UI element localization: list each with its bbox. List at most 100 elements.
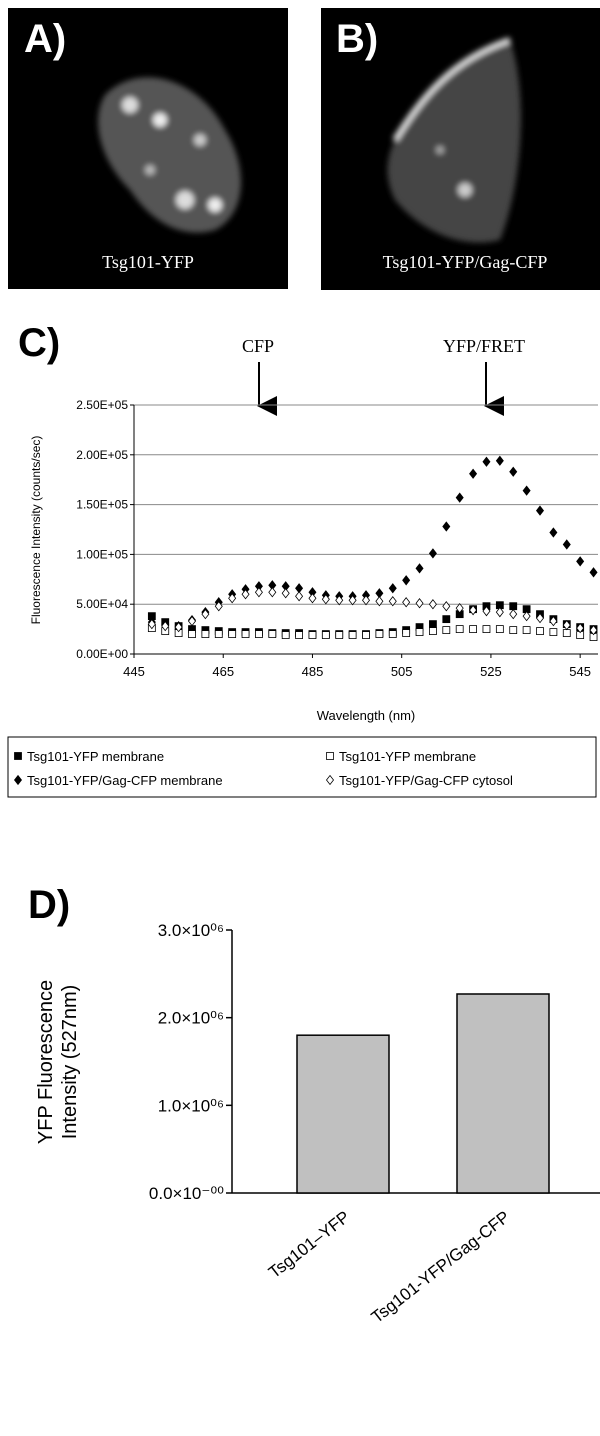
marker	[348, 631, 357, 639]
marker	[402, 629, 411, 637]
marker	[455, 603, 464, 614]
x-axis-title: Wavelength (nm)	[317, 708, 416, 723]
y-tick-label: 3.0×10⁰⁶	[158, 921, 224, 940]
marker	[375, 630, 384, 638]
panel-letter: C)	[18, 321, 60, 365]
marker	[295, 631, 303, 639]
marker	[415, 628, 424, 636]
marker	[442, 601, 451, 612]
y-tick-label: 2.0×10⁰⁶	[158, 1009, 224, 1028]
marker	[482, 456, 491, 467]
marker	[442, 626, 451, 634]
marker	[214, 601, 223, 612]
marker	[228, 630, 237, 638]
y-tick-label: 1.0×10⁰⁶	[158, 1096, 224, 1115]
marker	[522, 611, 531, 622]
x-tick-label: 545	[569, 664, 591, 679]
y-tick-label: 5.00E+04	[76, 597, 128, 611]
marker	[335, 595, 344, 606]
marker	[228, 593, 237, 604]
x-tick-label: 445	[123, 664, 145, 679]
y-tick-label: 1.00E+05	[76, 547, 128, 561]
marker	[187, 615, 197, 627]
marker	[428, 599, 437, 610]
bar	[456, 993, 550, 1194]
marker	[576, 556, 585, 567]
marker	[402, 575, 411, 586]
marker	[562, 539, 571, 550]
marker	[375, 596, 384, 607]
legend-label: Tsg101-YFP/Gag-CFP membrane	[27, 773, 223, 788]
marker	[455, 492, 464, 503]
marker	[495, 455, 504, 466]
legend-label: Tsg101-YFP membrane	[339, 749, 476, 764]
legend-label: Tsg101-YFP/Gag-CFP cytosol	[339, 773, 513, 788]
annotation: YFP/FRET	[443, 336, 525, 356]
legend-marker	[325, 774, 335, 786]
marker	[161, 620, 170, 632]
marker	[335, 631, 344, 639]
marker	[147, 618, 156, 630]
panel-letter: B)	[336, 17, 378, 61]
marker	[241, 630, 250, 638]
cell-b	[387, 37, 521, 243]
marker	[214, 630, 223, 638]
y-axis-title: Fluorescence Intensity (counts/sec)	[29, 436, 43, 625]
y-tick-label: 1.50E+05	[76, 498, 128, 512]
marker	[549, 628, 558, 636]
marker	[509, 609, 518, 620]
bar	[296, 1034, 390, 1194]
x-tick-label: Tsg101-YFP/Gag-CFP	[368, 1207, 514, 1327]
marker	[522, 626, 531, 634]
panel-letter: A)	[24, 17, 66, 61]
marker	[469, 625, 477, 633]
marker	[281, 588, 290, 599]
marker	[321, 631, 330, 639]
y-axis-title: Intensity (527nm)	[59, 985, 81, 1140]
marker	[442, 521, 451, 532]
marker	[254, 587, 263, 598]
marker	[522, 485, 531, 496]
marker	[281, 631, 290, 639]
marker	[455, 625, 464, 633]
y-axis-title: YFP Fluorescence	[35, 980, 57, 1144]
marker	[174, 621, 183, 633]
panel-letter: D)	[28, 883, 70, 927]
y-tick-label: 2.00E+05	[76, 448, 128, 462]
marker	[428, 548, 437, 559]
x-tick-label: 525	[480, 664, 502, 679]
legend-marker	[326, 752, 334, 760]
marker	[308, 593, 317, 604]
marker	[308, 631, 317, 639]
marker	[495, 607, 504, 618]
y-tick-label: 2.50E+05	[76, 398, 128, 412]
y-tick-label: 0.00E+00	[76, 647, 128, 661]
legend-marker	[13, 774, 23, 786]
marker	[589, 624, 598, 636]
marker	[482, 625, 491, 633]
cell-a	[98, 77, 242, 233]
marker	[201, 609, 210, 620]
x-tick-label: 465	[212, 664, 234, 679]
x-tick-label: 485	[302, 664, 324, 679]
marker	[562, 629, 571, 637]
marker	[348, 595, 357, 606]
marker	[388, 630, 397, 638]
marker	[509, 466, 518, 477]
marker	[388, 583, 397, 594]
marker	[495, 625, 504, 633]
marker	[469, 468, 478, 479]
marker	[442, 615, 451, 624]
marker	[576, 622, 585, 634]
marker	[402, 597, 411, 608]
legend	[7, 736, 597, 798]
annotation: CFP	[242, 336, 274, 356]
marker	[429, 627, 437, 635]
marker	[549, 615, 558, 627]
image-caption: Tsg101-YFP	[102, 252, 194, 272]
marker	[321, 594, 330, 605]
y-tick-label: 0.0×10⁻⁰⁰	[149, 1184, 224, 1203]
marker	[415, 563, 424, 574]
marker	[429, 620, 437, 629]
